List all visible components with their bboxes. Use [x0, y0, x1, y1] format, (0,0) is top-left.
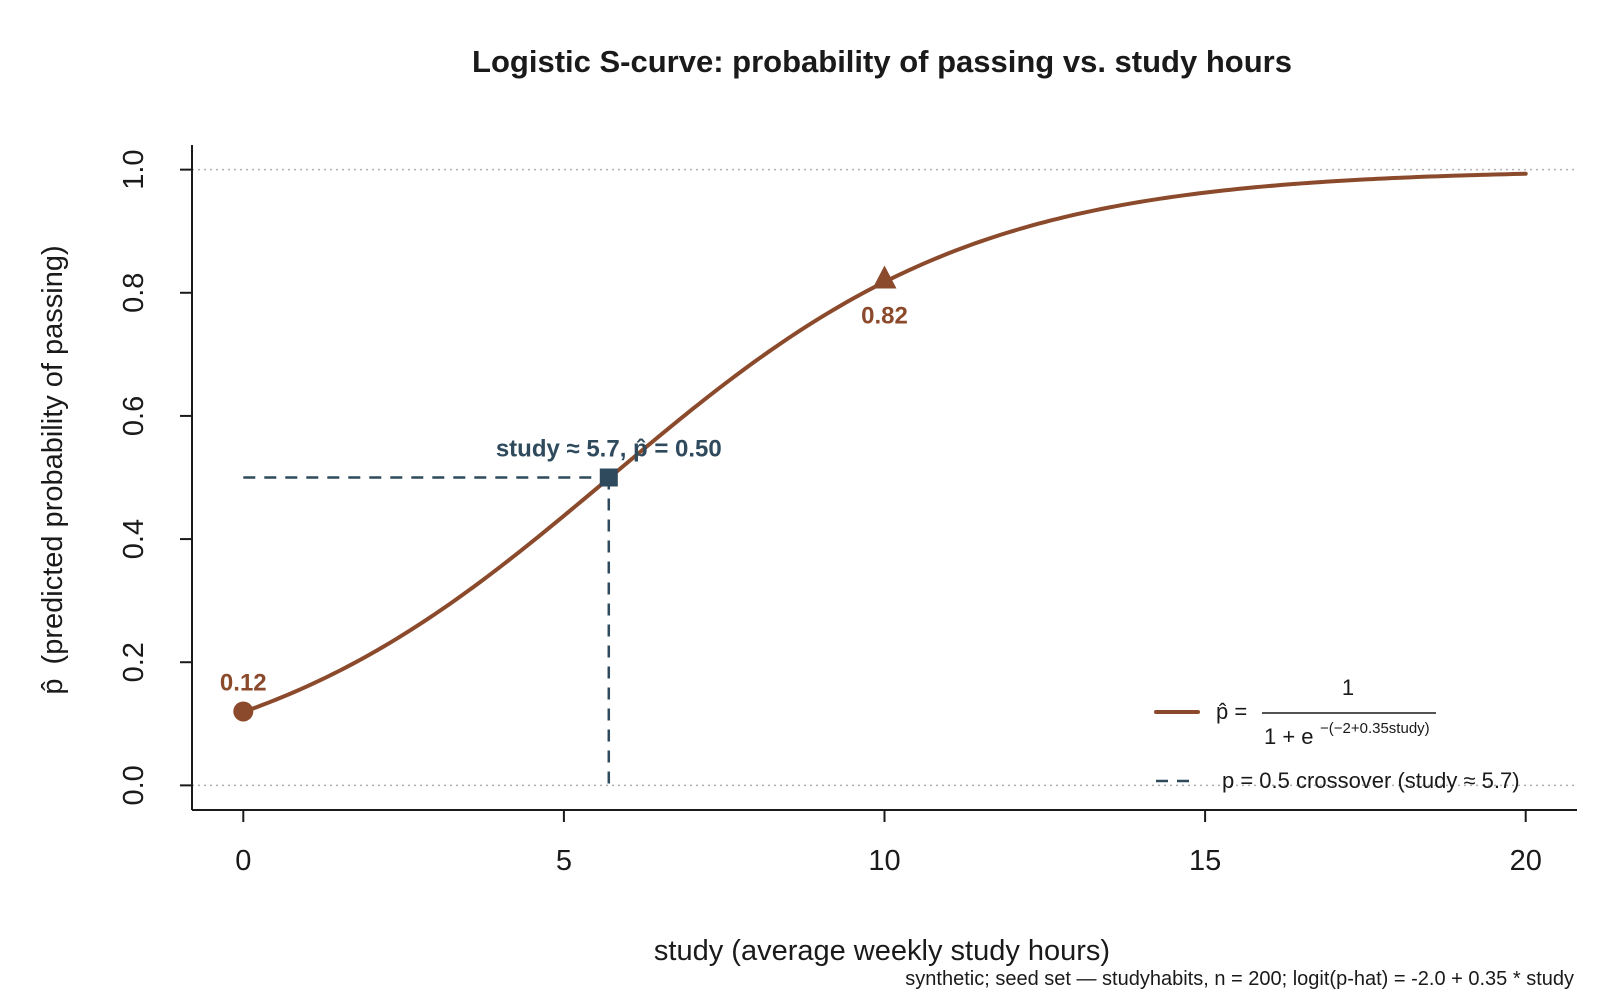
legend-formula-numerator: 1 — [1342, 675, 1354, 700]
chart-title: Logistic S-curve: probability of passing… — [472, 44, 1292, 79]
point-label-start: 0.12 — [220, 669, 267, 696]
point-marker-triangle — [872, 265, 897, 289]
y-tick-label: 0.8 — [118, 273, 150, 313]
point-marker-square — [599, 468, 618, 487]
x-tick-label: 5 — [556, 845, 572, 877]
y-axis-label-group: p̂ (predicted probability of passing) — [37, 245, 69, 694]
x-tick-label: 10 — [868, 845, 900, 877]
point-marker-circle — [233, 701, 254, 722]
legend-crossover-label: p = 0.5 crossover (study ≈ 5.7) — [1222, 768, 1520, 793]
x-tick-label: 20 — [1510, 845, 1542, 877]
x-tick-label: 15 — [1189, 845, 1221, 877]
x-axis-label: study (average weekly study hours) — [654, 935, 1110, 967]
caption: synthetic; seed set — studyhabits, n = 2… — [905, 968, 1574, 990]
point-label-ten: 0.82 — [861, 302, 908, 329]
legend: p̂ = 1 1 + e −(−2+0.35study) p = 0.5 cro… — [1154, 675, 1520, 793]
y-ticks: 0.0 0.2 0.4 0.6 0.8 1.0 — [118, 149, 192, 806]
x-ticks: 0 5 10 15 20 — [235, 810, 1542, 877]
y-tick-label: 1.0 — [118, 149, 150, 189]
y-tick-label: 0.2 — [118, 642, 150, 682]
y-axis-label-symbol: p̂ — [37, 679, 69, 695]
legend-formula-lhs: p̂ = — [1216, 699, 1247, 724]
svg-text:p̂ (predicted probabilit: p̂ (predicted probability of passing) — [37, 245, 69, 694]
x-tick-label: 0 — [235, 845, 251, 877]
legend-formula-denominator: 1 + e — [1264, 724, 1314, 749]
logistic-curve-line — [241, 171, 1528, 714]
y-tick-label: 0.0 — [118, 765, 150, 805]
y-tick-label: 0.6 — [118, 396, 150, 436]
y-axis-label: (predicted probability of passing) — [37, 245, 69, 664]
point-label-crossover: study ≈ 5.7, p̂ = 0.50 — [496, 436, 722, 463]
crossover-lines — [243, 476, 611, 786]
highlight-points: 0.12 0.82 study ≈ 5.7, p̂ = 0.50 — [220, 265, 908, 722]
legend-formula-exponent: −(−2+0.35study) — [1320, 720, 1430, 737]
y-tick-label: 0.4 — [118, 519, 150, 559]
